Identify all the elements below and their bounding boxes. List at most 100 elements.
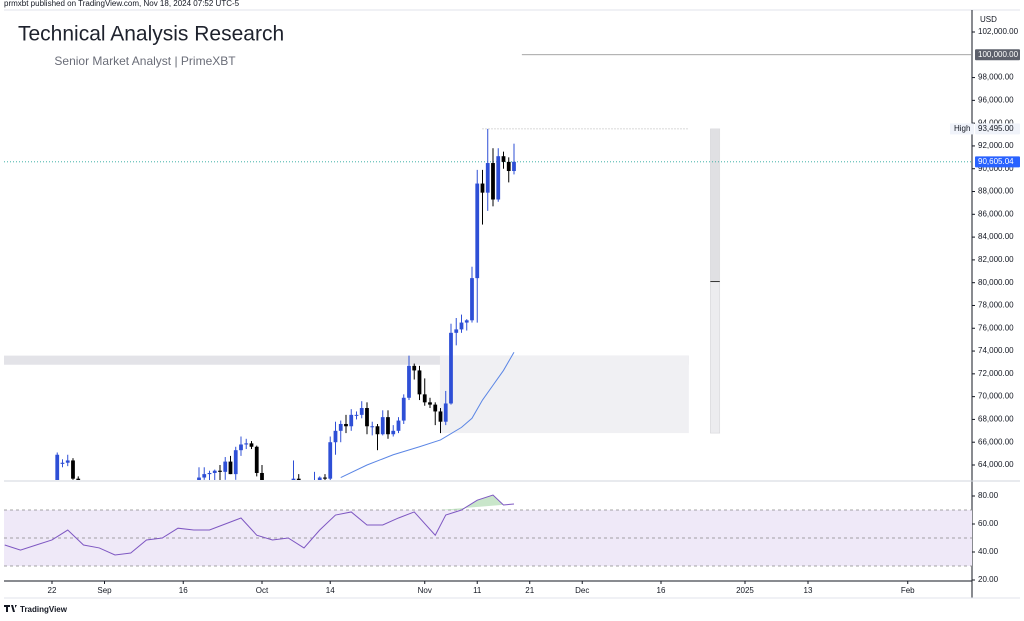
- x-tick-label: 16: [657, 586, 666, 595]
- candle-body: [60, 462, 65, 464]
- range-bar-upper: [710, 128, 720, 282]
- candle-body: [370, 426, 375, 428]
- x-tick-label: Dec: [575, 586, 589, 595]
- price-tag: [975, 156, 1020, 168]
- brand-logo: [4, 605, 17, 612]
- y-tick-label: 84,000.00: [978, 232, 1014, 241]
- rsi-pane: [4, 494, 972, 567]
- candle-body: [76, 478, 81, 480]
- candle-body: [454, 329, 459, 333]
- zone: [4, 355, 689, 365]
- y-tick-label: 96,000.00: [978, 95, 1014, 104]
- candle-body: [396, 420, 401, 431]
- moving-average: [340, 351, 515, 478]
- price-tag-name: High: [954, 124, 970, 133]
- candle-body: [417, 370, 422, 395]
- candle-body: [212, 470, 217, 473]
- candle-body: [65, 460, 70, 463]
- y-tick-label: 86,000.00: [978, 209, 1014, 218]
- candle-body: [496, 156, 501, 200]
- rsi-tick-label: 40.00: [978, 547, 999, 556]
- candle-body: [475, 183, 480, 279]
- brand: TradingView: [20, 605, 68, 614]
- y-tick-label: 64,000.00: [978, 460, 1014, 469]
- y-tick-label: 82,000.00: [978, 255, 1014, 264]
- y-tick-label: 74,000.00: [978, 346, 1014, 355]
- x-tick-label: 21: [525, 586, 534, 595]
- y-tick-label: 66,000.00: [978, 437, 1014, 446]
- candle-body: [491, 163, 495, 200]
- price-pane: [4, 54, 972, 480]
- candle-body: [260, 472, 264, 480]
- chart-title: Technical Analysis Research: [18, 23, 284, 46]
- candle-body: [71, 460, 75, 479]
- y-tick-label: 102,000.00: [978, 27, 1019, 36]
- rsi-tick-label: 80.00: [978, 491, 999, 500]
- candle-body: [359, 408, 364, 415]
- zone: [439, 355, 689, 434]
- candle-body: [349, 414, 354, 427]
- candle-body: [485, 163, 490, 193]
- candle-body: [506, 161, 511, 172]
- x-tick-label: 11: [473, 586, 482, 595]
- y-tick-label: 78,000.00: [978, 301, 1014, 310]
- candle-body: [291, 478, 296, 480]
- candle-body: [449, 332, 453, 404]
- x-tick-label: Sep: [97, 586, 112, 595]
- candle-body: [512, 161, 516, 172]
- candle-body: [470, 278, 474, 321]
- candle-body: [323, 477, 327, 479]
- candle-body: [480, 183, 485, 193]
- y-tick-label: 70,000.00: [978, 392, 1014, 401]
- candle-body: [338, 423, 343, 431]
- candle-body: [501, 156, 506, 162]
- rsi-overbought-fill: [439, 495, 514, 510]
- candle-body: [317, 477, 322, 480]
- candle-body: [228, 461, 233, 475]
- y-tick-label: 80,000.00: [978, 278, 1014, 287]
- price-tag-label: 93,495.00: [978, 124, 1014, 133]
- y-tick-label: 92,000.00: [978, 141, 1014, 150]
- price-tag: [975, 123, 1020, 135]
- candle-body: [207, 472, 212, 475]
- y-tick-label: 94,000.00: [978, 118, 1014, 127]
- x-tick-label: Feb: [901, 586, 915, 595]
- candle-body: [391, 430, 396, 435]
- x-tick-label: Oct: [256, 586, 269, 595]
- rsi-tick-label: 60.00: [978, 519, 999, 528]
- candle-body: [380, 417, 385, 435]
- x-tick-label: 16: [179, 586, 188, 595]
- attribution: prmxbt published on TradingView.com, Nov…: [4, 0, 240, 8]
- candle-body: [464, 320, 469, 323]
- candle-body: [218, 470, 222, 472]
- candle-body: [233, 450, 238, 475]
- candle-body: [244, 443, 249, 445]
- price-tag: [975, 49, 1020, 61]
- price-tag-label: 100,000.00: [978, 50, 1019, 59]
- candle-body: [254, 446, 259, 473]
- x-tick-label: 22: [48, 586, 57, 595]
- candle-body: [386, 417, 390, 435]
- chart-subtitle: Senior Market Analyst | PrimeXBT: [54, 54, 236, 68]
- candle-body: [407, 365, 411, 398]
- y-tick-label: 76,000.00: [978, 323, 1014, 332]
- candle-body: [443, 403, 448, 422]
- candle-body: [202, 474, 207, 478]
- candle-body: [412, 365, 417, 371]
- candle-body: [354, 414, 359, 416]
- y-tick-label: 68,000.00: [978, 415, 1014, 424]
- y-tick-label: 98,000.00: [978, 73, 1014, 82]
- y-tick-label: 90,000.00: [978, 164, 1014, 173]
- candle-body: [365, 408, 369, 427]
- candle-body: [223, 461, 228, 472]
- candle-body: [55, 454, 60, 480]
- y-tick-label: 72,000.00: [978, 369, 1014, 378]
- x-tick-label: 13: [804, 586, 813, 595]
- candle-body: [375, 426, 380, 435]
- tag-name-box: [950, 123, 974, 135]
- candle-body: [328, 442, 333, 479]
- rsi-line: [4, 494, 515, 556]
- candle-body: [433, 404, 438, 412]
- candle-body: [422, 394, 427, 403]
